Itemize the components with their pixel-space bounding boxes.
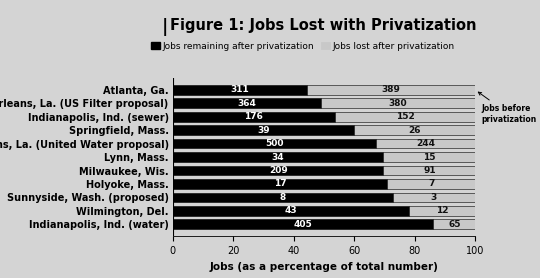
Bar bbox=[173, 206, 409, 216]
Bar bbox=[383, 152, 475, 162]
Text: 380: 380 bbox=[389, 99, 407, 108]
Text: 389: 389 bbox=[382, 85, 401, 94]
Bar bbox=[173, 152, 383, 162]
Text: 8: 8 bbox=[280, 193, 286, 202]
Bar bbox=[173, 125, 354, 135]
Text: 244: 244 bbox=[416, 139, 435, 148]
Bar bbox=[321, 98, 475, 108]
Text: Jobs before
privatization: Jobs before privatization bbox=[478, 92, 537, 124]
Bar bbox=[173, 112, 335, 121]
Text: 209: 209 bbox=[269, 166, 287, 175]
Bar bbox=[383, 166, 475, 175]
Text: 364: 364 bbox=[238, 99, 256, 108]
Legend: Jobs remaining after privatization, Jobs lost after privatization: Jobs remaining after privatization, Jobs… bbox=[147, 38, 458, 54]
Bar bbox=[173, 85, 307, 95]
Text: |: | bbox=[162, 18, 168, 36]
Bar bbox=[307, 85, 475, 95]
Text: 39: 39 bbox=[257, 126, 270, 135]
Bar bbox=[173, 139, 376, 148]
Text: 26: 26 bbox=[408, 126, 421, 135]
X-axis label: Jobs (as a percentage of total number): Jobs (as a percentage of total number) bbox=[210, 262, 438, 272]
Bar bbox=[173, 98, 321, 108]
Text: 311: 311 bbox=[231, 85, 249, 94]
Bar bbox=[173, 179, 387, 189]
Bar bbox=[173, 166, 383, 175]
Text: 500: 500 bbox=[265, 139, 284, 148]
Text: 152: 152 bbox=[396, 112, 415, 121]
Text: 7: 7 bbox=[428, 179, 434, 188]
Bar bbox=[434, 219, 475, 229]
Bar bbox=[376, 139, 475, 148]
Text: 12: 12 bbox=[436, 206, 448, 215]
Bar bbox=[393, 193, 475, 202]
Text: 3: 3 bbox=[431, 193, 437, 202]
Bar bbox=[409, 206, 475, 216]
Text: 405: 405 bbox=[294, 220, 313, 229]
Text: Figure 1: Jobs Lost with Privatization: Figure 1: Jobs Lost with Privatization bbox=[170, 18, 476, 33]
Text: 17: 17 bbox=[274, 179, 286, 188]
Text: 65: 65 bbox=[448, 220, 461, 229]
Text: 91: 91 bbox=[423, 166, 436, 175]
Bar bbox=[354, 125, 475, 135]
Bar bbox=[387, 179, 475, 189]
Text: 15: 15 bbox=[423, 153, 435, 162]
Bar bbox=[173, 219, 434, 229]
Text: 176: 176 bbox=[245, 112, 264, 121]
Bar bbox=[335, 112, 475, 121]
Bar bbox=[173, 193, 393, 202]
Text: 34: 34 bbox=[272, 153, 284, 162]
Text: 43: 43 bbox=[285, 206, 298, 215]
